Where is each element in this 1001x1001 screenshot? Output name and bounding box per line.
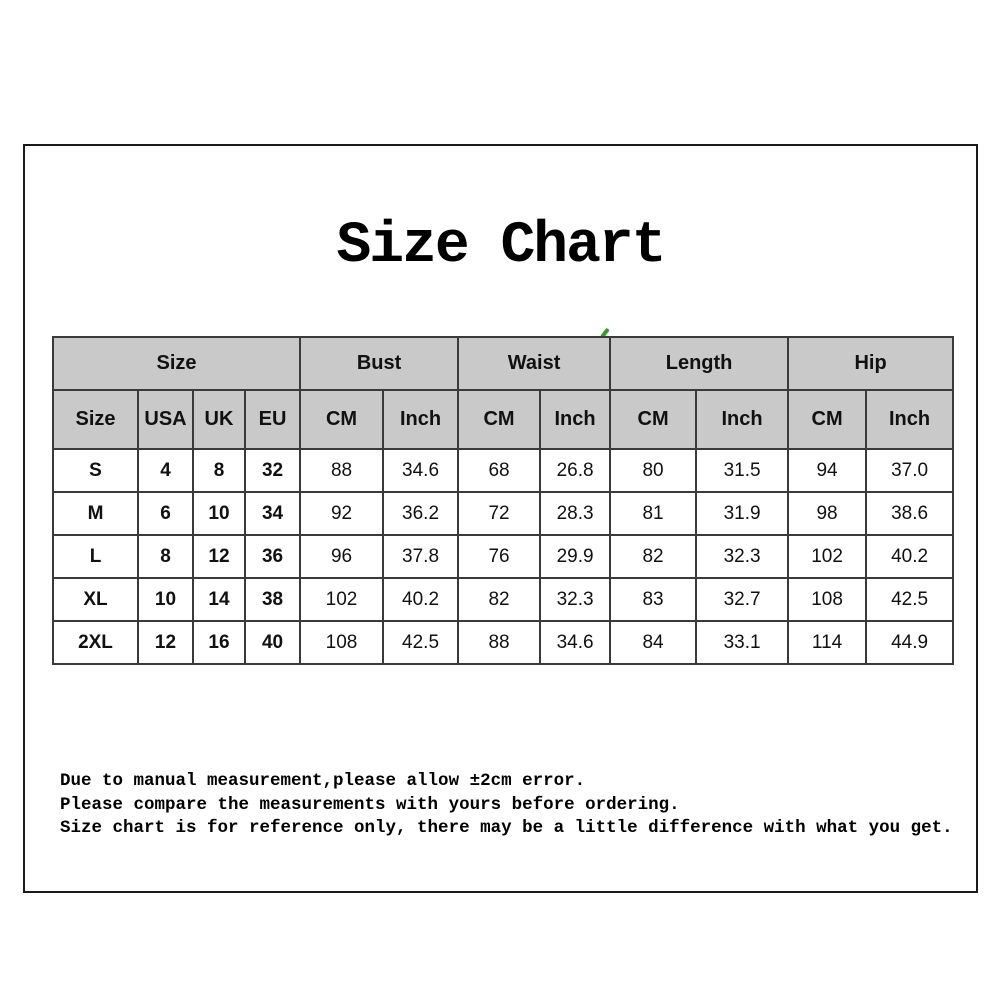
value-cell: 12 [192, 534, 246, 579]
value-cell: 76 [457, 534, 542, 579]
size-chart-table: Size Bust Waist Length Hip Size USA UK E… [51, 336, 955, 665]
group-header-size: Size [51, 336, 302, 391]
value-cell: 83 [609, 577, 698, 622]
sub-header-waist-cm: CM [457, 389, 542, 450]
sub-header-waist-inch: Inch [539, 389, 612, 450]
sub-header-size: Size [52, 389, 139, 450]
value-cell: 108 [787, 577, 868, 622]
value-cell: 26.8 [539, 448, 612, 493]
value-cell: 32.3 [695, 534, 790, 579]
value-cell: 14 [192, 577, 246, 622]
table-row: S 4 8 32 88 34.6 68 26.8 80 31.5 94 37.0 [52, 448, 955, 493]
page-title: Size Chart [336, 214, 666, 279]
size-label-cell: 2XL [52, 620, 139, 665]
group-header-length: Length [609, 336, 790, 391]
value-cell: 32.3 [539, 577, 612, 622]
value-cell: 10 [137, 577, 194, 622]
value-cell: 33.1 [695, 620, 790, 665]
value-cell: 94 [787, 448, 868, 493]
measurement-notes: Due to manual measurement,please allow ±… [60, 770, 953, 841]
value-cell: 114 [787, 620, 868, 665]
group-header-hip: Hip [787, 336, 955, 391]
value-cell: 36.2 [382, 491, 460, 536]
value-cell: 4 [137, 448, 194, 493]
value-cell: 44.9 [865, 620, 955, 665]
value-cell: 37.0 [865, 448, 955, 493]
value-cell: 38 [243, 577, 302, 622]
value-cell: 42.5 [865, 577, 955, 622]
note-line: Please compare the measurements with you… [60, 794, 680, 815]
value-cell: 34 [243, 491, 302, 536]
value-cell: 40.2 [865, 534, 955, 579]
sub-header-length-cm: CM [609, 389, 698, 450]
value-cell: 10 [192, 491, 246, 536]
value-cell: 88 [299, 448, 385, 493]
table-sub-header-row: Size USA UK EU CM Inch CM Inch CM Inch C… [52, 389, 955, 450]
value-cell: 31.5 [695, 448, 790, 493]
value-cell: 102 [299, 577, 385, 622]
value-cell: 108 [299, 620, 385, 665]
value-cell: 92 [299, 491, 385, 536]
sub-header-uk: UK [192, 389, 246, 450]
value-cell: 36 [243, 534, 302, 579]
value-cell: 96 [299, 534, 385, 579]
table-body: S 4 8 32 88 34.6 68 26.8 80 31.5 94 37.0 M 6 10 34 92 36.… [52, 448, 955, 665]
note-line: Due to manual measurement,please allow ±… [60, 771, 586, 791]
value-cell: 12 [137, 620, 194, 665]
value-cell: 82 [609, 534, 698, 579]
value-cell: 80 [609, 448, 698, 493]
note-line: Size chart is for reference only, there … [60, 818, 953, 838]
sub-header-hip-cm: CM [787, 389, 868, 450]
table-row: M 6 10 34 92 36.2 72 28.3 81 31.9 98 38.6 [52, 491, 955, 536]
value-cell: 40.2 [382, 577, 460, 622]
value-cell: 38.6 [865, 491, 955, 536]
value-cell: 6 [137, 491, 194, 536]
value-cell: 72 [457, 491, 542, 536]
size-label-cell: M [52, 491, 139, 536]
sub-header-bust-cm: CM [299, 389, 385, 450]
value-cell: 42.5 [382, 620, 460, 665]
page-frame: Size Chart Size Bust Waist Length Hip Si… [23, 144, 978, 893]
table-row: 2XL 12 16 40 108 42.5 88 34.6 84 33.1 114 44.9 [52, 620, 955, 665]
value-cell: 84 [609, 620, 698, 665]
value-cell: 32.7 [695, 577, 790, 622]
group-header-bust: Bust [299, 336, 460, 391]
value-cell: 8 [137, 534, 194, 579]
value-cell: 102 [787, 534, 868, 579]
value-cell: 98 [787, 491, 868, 536]
value-cell: 8 [192, 448, 246, 493]
value-cell: 82 [457, 577, 542, 622]
sub-header-length-inch: Inch [695, 389, 790, 450]
table-group-header-row: Size Bust Waist Length Hip [51, 336, 955, 391]
value-cell: 68 [457, 448, 542, 493]
value-cell: 88 [457, 620, 542, 665]
table-row: L 8 12 36 96 37.8 76 29.9 82 32.3 102 40.2 [52, 534, 955, 579]
table-row: XL 10 14 38 102 40.2 82 32.3 83 32.7 108 42.5 [52, 577, 955, 622]
sub-header-bust-inch: Inch [382, 389, 460, 450]
size-label-cell: XL [52, 577, 139, 622]
value-cell: 28.3 [539, 491, 612, 536]
value-cell: 34.6 [539, 620, 612, 665]
value-cell: 31.9 [695, 491, 790, 536]
value-cell: 34.6 [382, 448, 460, 493]
value-cell: 16 [192, 620, 246, 665]
sub-header-usa: USA [137, 389, 194, 450]
size-label-cell: L [52, 534, 139, 579]
value-cell: 81 [609, 491, 698, 536]
sub-header-eu: EU [243, 389, 302, 450]
size-label-cell: S [52, 448, 139, 493]
value-cell: 37.8 [382, 534, 460, 579]
value-cell: 29.9 [539, 534, 612, 579]
value-cell: 40 [243, 620, 302, 665]
value-cell: 32 [243, 448, 302, 493]
sub-header-hip-inch: Inch [865, 389, 955, 450]
group-header-waist: Waist [457, 336, 612, 391]
